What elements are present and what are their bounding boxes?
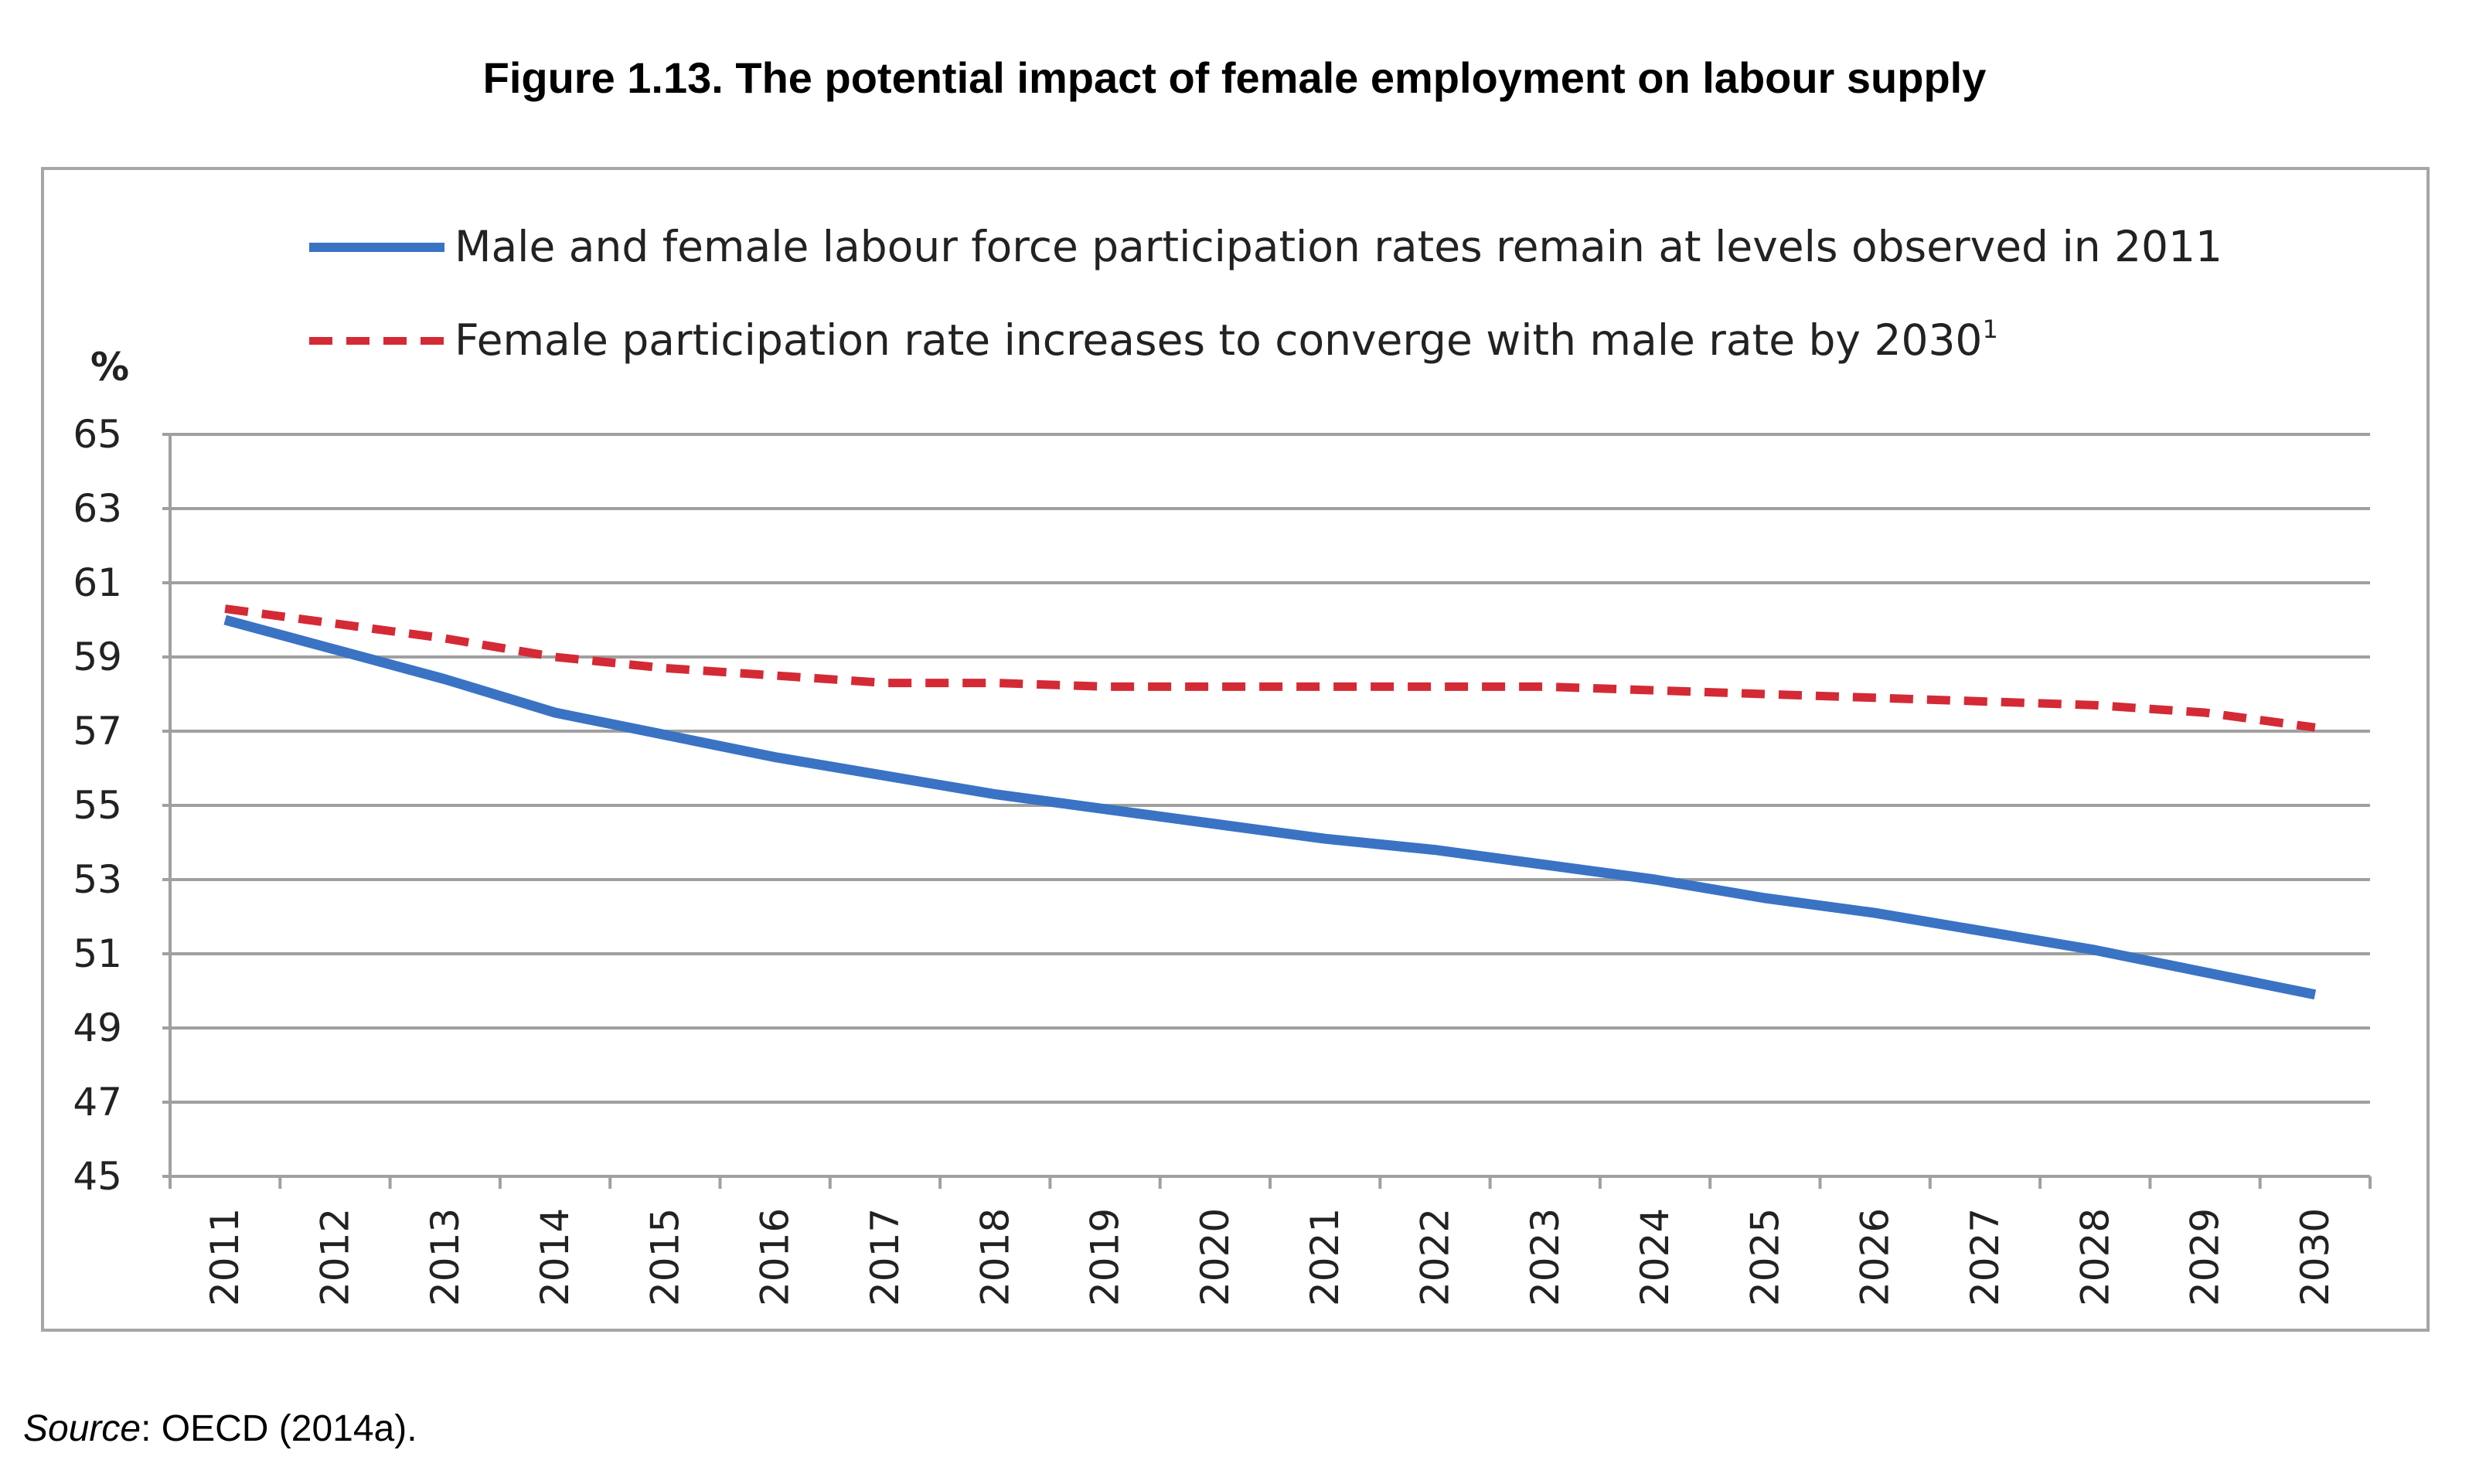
y-tick-label: 47 xyxy=(73,1080,122,1125)
x-tick-label: 2021 xyxy=(1303,1208,1347,1306)
legend-label-1: Female participation rate increases to c… xyxy=(455,315,1998,365)
source-note: Source: OECD (2014a). xyxy=(23,1408,417,1449)
x-tick-label: 2028 xyxy=(2072,1208,2117,1306)
x-tick-label: 2030 xyxy=(2293,1208,2338,1306)
chart-title: Figure 1.13. The potential impact of fem… xyxy=(483,53,1987,102)
chart-frame xyxy=(41,167,2430,1332)
gridlines xyxy=(162,433,2372,1189)
source-label: Source xyxy=(23,1408,141,1449)
y-axis-label: % xyxy=(90,345,129,390)
y-tick-label: 45 xyxy=(73,1154,122,1199)
y-tick-label: 61 xyxy=(73,560,122,605)
y-tick-label: 53 xyxy=(73,857,122,902)
x-tick-label: 2012 xyxy=(312,1208,357,1306)
series-line-0 xyxy=(223,614,2317,1000)
x-tick-label: 2011 xyxy=(203,1208,247,1306)
source-text: : OECD (2014a). xyxy=(141,1408,417,1449)
legend-label-0: Male and female labour force participati… xyxy=(455,222,2222,271)
x-tick-label: 2027 xyxy=(1963,1208,2008,1306)
x-tick-label: 2022 xyxy=(1412,1208,1457,1306)
y-tick-label: 65 xyxy=(73,412,122,457)
series-lines xyxy=(223,604,2317,1000)
x-tick-label: 2026 xyxy=(1853,1208,1898,1306)
x-tick-labels: 2011 2012 2013 2014 2015 2016 2017 2018 2019 2020… xyxy=(203,1208,2338,1306)
x-tick-label: 2016 xyxy=(753,1208,798,1306)
x-tick-label: 2014 xyxy=(533,1208,577,1306)
y-tick-label: 55 xyxy=(73,783,122,828)
series-line-1 xyxy=(224,604,2316,732)
x-tick-label: 2015 xyxy=(642,1208,687,1306)
x-tick-label: 2029 xyxy=(2183,1208,2228,1306)
y-tick-label: 49 xyxy=(73,1006,122,1050)
legend-label-1-text: Female participation rate increases to c… xyxy=(455,315,1982,365)
x-tick-label: 2025 xyxy=(1742,1208,1787,1306)
y-tick-label: 51 xyxy=(73,931,122,976)
x-tick-label: 2018 xyxy=(972,1208,1017,1306)
y-tick-label: 59 xyxy=(73,635,122,679)
x-tick-label: 2024 xyxy=(1633,1208,1677,1306)
legend: Male and female labour force participati… xyxy=(309,222,2222,365)
y-tick-labels: 65 63 61 59 57 55 53 51 49 47 45 xyxy=(73,412,122,1199)
y-tick-label: 57 xyxy=(73,709,122,754)
x-tick-label: 2013 xyxy=(423,1208,468,1306)
x-tick-label: 2019 xyxy=(1083,1208,1128,1306)
legend-footnote: 1 xyxy=(1982,315,1997,344)
y-tick-label: 63 xyxy=(73,486,122,531)
x-tick-label: 2017 xyxy=(863,1208,908,1306)
x-tick-label: 2023 xyxy=(1523,1208,1568,1306)
x-tick-label: 2020 xyxy=(1193,1208,1238,1306)
